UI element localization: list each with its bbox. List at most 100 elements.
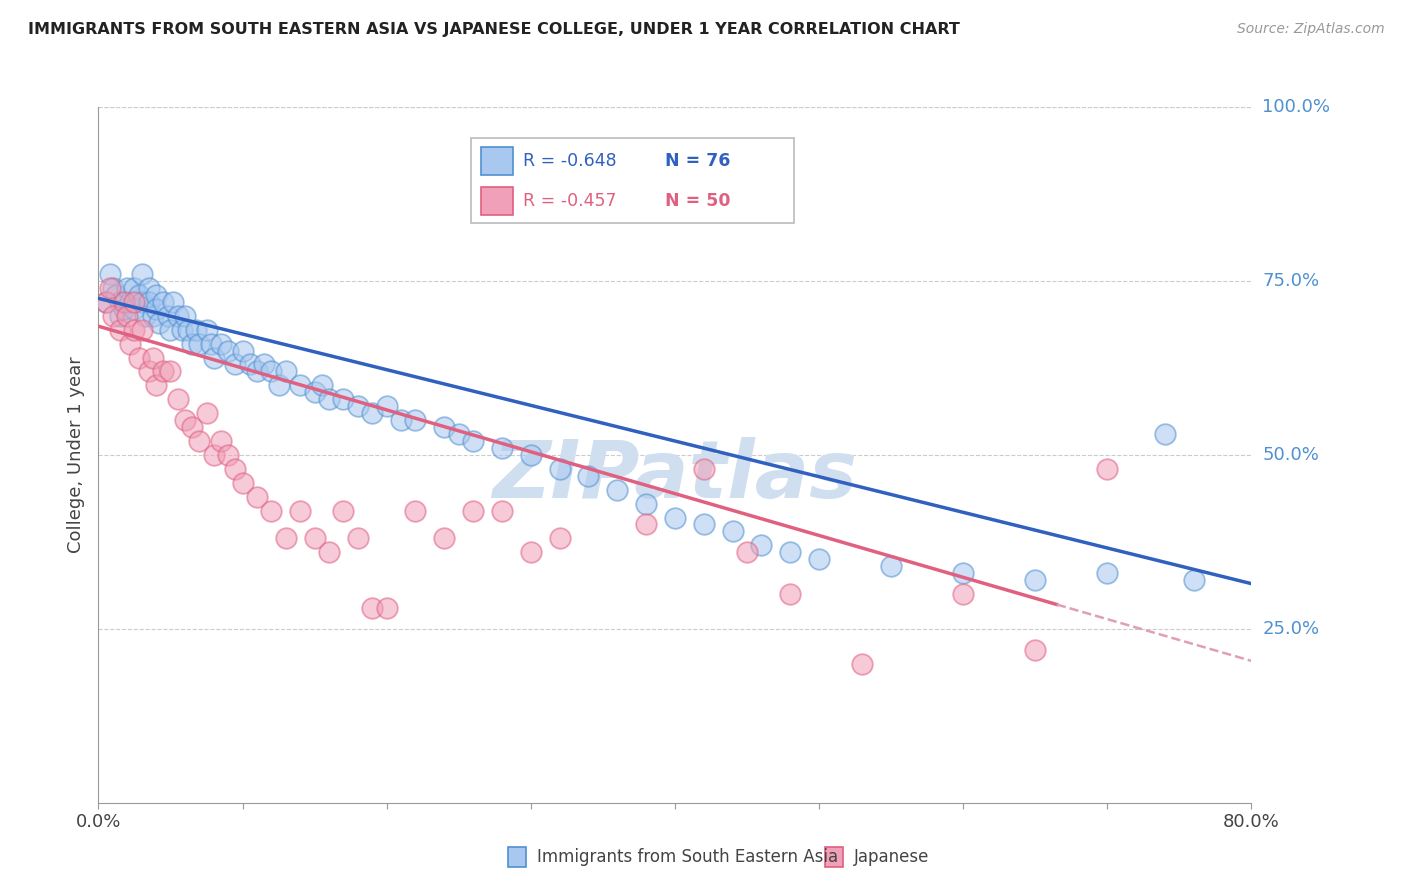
Point — [779, 545, 801, 559]
Text: IMMIGRANTS FROM SOUTH EASTERN ASIA VS JAPANESE COLLEGE, UNDER 1 YEAR CORRELATION: IMMIGRANTS FROM SOUTH EASTERN ASIA VS JA… — [28, 22, 960, 37]
Point — [152, 294, 174, 309]
Point — [332, 392, 354, 407]
Point — [290, 503, 312, 517]
Point — [188, 434, 211, 448]
Point — [1024, 573, 1046, 587]
Point — [148, 316, 170, 330]
Text: N = 50: N = 50 — [665, 192, 731, 210]
Point — [138, 281, 160, 295]
Point — [433, 532, 456, 546]
Point — [578, 468, 600, 483]
Point — [231, 343, 254, 358]
Point — [693, 462, 716, 476]
Point — [134, 309, 156, 323]
Bar — [509, 847, 526, 867]
Point — [217, 448, 239, 462]
Point — [131, 323, 153, 337]
Point — [606, 483, 628, 497]
Point — [112, 294, 135, 309]
Point — [195, 406, 218, 420]
Point — [200, 336, 222, 351]
Point — [636, 517, 658, 532]
Point — [1024, 642, 1046, 657]
Point — [433, 420, 456, 434]
Point — [405, 503, 427, 517]
Point — [693, 517, 716, 532]
Point — [162, 294, 184, 309]
Point — [224, 358, 246, 372]
Text: Immigrants from South Eastern Asia: Immigrants from South Eastern Asia — [537, 848, 838, 866]
Point — [239, 358, 262, 372]
Point — [361, 406, 384, 420]
Point — [128, 288, 150, 302]
Point — [405, 413, 427, 427]
Text: R = -0.457: R = -0.457 — [523, 192, 616, 210]
Point — [253, 358, 276, 372]
Point — [124, 323, 146, 337]
Point — [304, 385, 326, 400]
Point — [117, 281, 138, 295]
Text: ZIPatlas: ZIPatlas — [492, 437, 858, 515]
Text: 100.0%: 100.0% — [1263, 98, 1330, 116]
Point — [491, 503, 513, 517]
Point — [721, 524, 744, 539]
Point — [145, 378, 167, 392]
Point — [260, 364, 283, 378]
Text: N = 76: N = 76 — [665, 152, 730, 169]
Point — [807, 552, 830, 566]
Point — [104, 288, 127, 302]
Point — [311, 378, 333, 392]
Point — [346, 399, 368, 413]
Point — [101, 281, 124, 295]
Point — [361, 601, 384, 615]
Point — [138, 294, 160, 309]
Text: 75.0%: 75.0% — [1263, 272, 1320, 290]
Point — [751, 538, 773, 552]
Point — [520, 448, 543, 462]
Point — [145, 288, 167, 302]
Point — [548, 532, 571, 546]
Point — [461, 434, 484, 448]
Point — [108, 294, 131, 309]
Point — [120, 294, 142, 309]
Point — [952, 566, 974, 581]
Point — [1097, 462, 1119, 476]
Point — [156, 309, 179, 323]
Point — [260, 503, 283, 517]
Point — [202, 351, 225, 365]
Point — [166, 309, 188, 323]
Point — [246, 490, 269, 504]
Point — [94, 294, 117, 309]
Point — [120, 336, 142, 351]
Point — [131, 294, 153, 309]
Point — [159, 364, 181, 378]
Point — [520, 545, 543, 559]
Point — [209, 336, 232, 351]
Point — [152, 364, 174, 378]
Point — [274, 364, 297, 378]
Point — [181, 420, 204, 434]
Point — [304, 532, 326, 546]
Point — [124, 294, 146, 309]
Point — [124, 281, 146, 295]
Point — [851, 657, 873, 671]
Point — [318, 545, 340, 559]
Point — [231, 475, 254, 490]
Bar — [481, 186, 513, 214]
Text: Source: ZipAtlas.com: Source: ZipAtlas.com — [1237, 22, 1385, 37]
Point — [880, 559, 903, 574]
Point — [174, 309, 197, 323]
Point — [491, 441, 513, 455]
Point — [94, 294, 117, 309]
Point — [952, 587, 974, 601]
Point — [108, 323, 131, 337]
Point — [735, 545, 758, 559]
Text: Japanese: Japanese — [853, 848, 929, 866]
Point — [318, 392, 340, 407]
Bar — [825, 847, 842, 867]
Point — [217, 343, 239, 358]
Point — [166, 392, 188, 407]
Point — [98, 267, 121, 281]
Point — [124, 301, 146, 316]
Point — [274, 532, 297, 546]
